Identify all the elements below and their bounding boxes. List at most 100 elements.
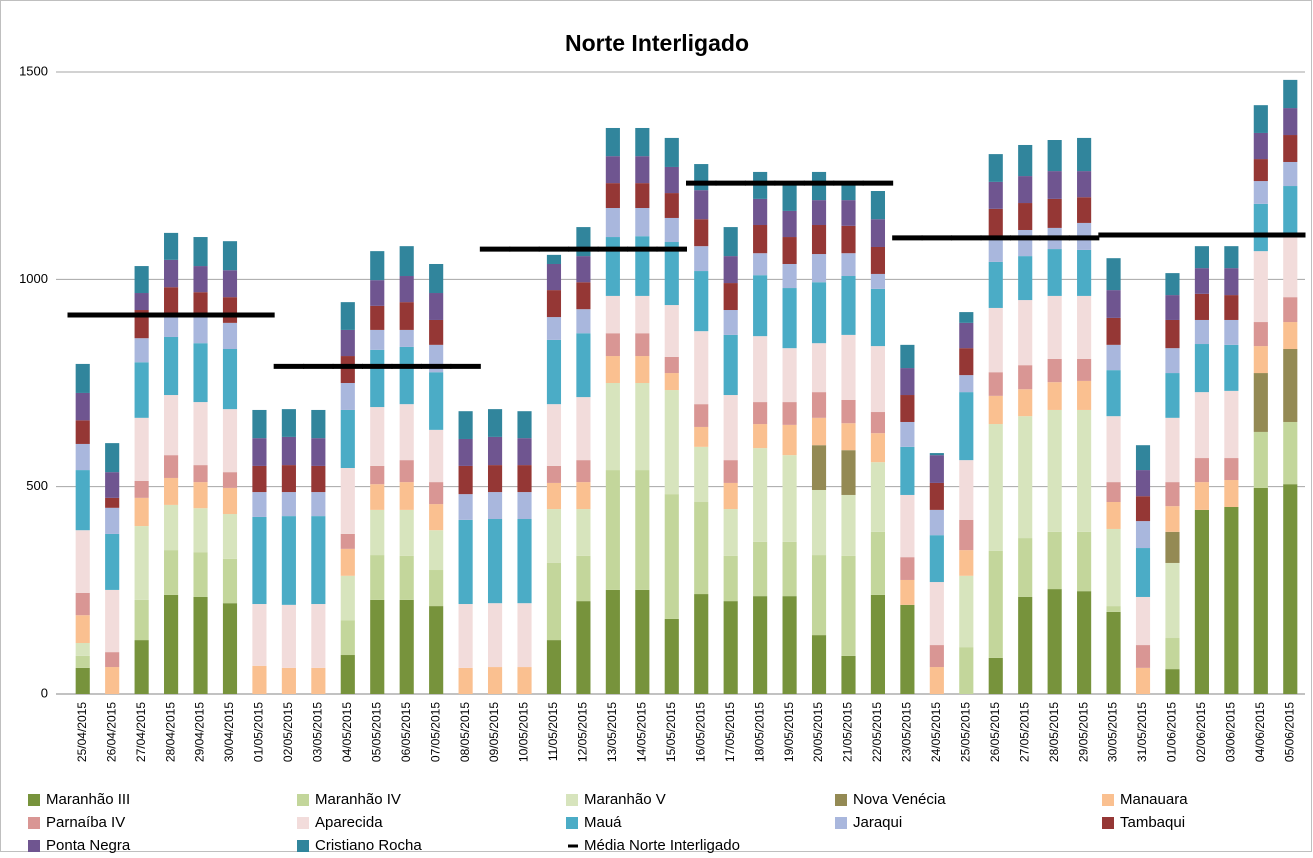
bar-segment: [1135, 645, 1151, 668]
bar-segment: [1106, 528, 1121, 607]
bar-segment: [576, 333, 591, 398]
bar-segment: [1047, 171, 1062, 199]
legend-label: Média Norte Interligado: [584, 837, 740, 853]
bar-segment: [841, 225, 856, 254]
bar-segment: [959, 322, 974, 349]
x-tick-label: 04/05/2015: [340, 702, 354, 762]
bar-segment: [782, 455, 797, 542]
bar-segment: [75, 420, 90, 444]
bar-segment: [1106, 290, 1121, 318]
legend-label: Jaraqui: [853, 814, 902, 831]
bar-segment: [311, 492, 326, 517]
bar-segment: [929, 582, 944, 646]
bar-segment: [252, 665, 267, 694]
bar-segment: [605, 589, 620, 694]
legend-swatch: [28, 817, 40, 829]
bar-segment: [811, 635, 827, 694]
bar-segment: [753, 424, 768, 449]
bar-segment: [753, 596, 768, 694]
bar-segment: [694, 331, 709, 405]
bar-segment: [134, 640, 149, 694]
bar-segment: [487, 519, 503, 604]
bar-segment: [753, 275, 768, 337]
bar-segment: [605, 208, 620, 238]
bar-segment: [811, 282, 827, 344]
bar-segment: [1253, 251, 1268, 323]
x-tick-label: 02/05/2015: [281, 702, 295, 762]
bar-segment: [1047, 589, 1062, 694]
x-tick-label: 25/05/2015: [958, 702, 972, 762]
bar-segment: [458, 494, 473, 520]
bar-segment: [1194, 319, 1209, 345]
x-tick-label: 09/05/2015: [487, 702, 501, 762]
bar-segment: [988, 307, 1003, 373]
bar-segment: [753, 336, 768, 403]
bar-segment: [193, 508, 208, 553]
bar-segment: [340, 533, 355, 549]
x-tick-label: 07/05/2015: [428, 702, 442, 762]
bar-segment: [870, 412, 886, 434]
bar-segment: [134, 526, 149, 600]
bar-segment: [782, 348, 797, 403]
bar-segment: [546, 404, 562, 466]
bar-segment: [1018, 365, 1033, 390]
bar-segment: [1018, 389, 1033, 417]
x-tick-label: 17/05/2015: [723, 702, 737, 762]
bar-segment: [1135, 596, 1151, 646]
bar-segment: [429, 319, 444, 345]
bar-segment: [546, 317, 562, 340]
bar-segment: [1283, 186, 1298, 237]
bar-segment: [1047, 198, 1062, 228]
bar-segment: [1253, 346, 1268, 374]
bar-segment: [429, 429, 444, 483]
axes: 0 500 1000 1500 25/04/2015 26/04/2015 27/04/20…: [19, 63, 1296, 762]
bar-segment: [753, 402, 768, 425]
bar-segment: [1253, 105, 1268, 133]
bar-segment: [1077, 409, 1092, 532]
bar-segment: [723, 310, 738, 335]
bar-segment: [576, 460, 591, 483]
bar-segment: [1224, 480, 1239, 507]
bar-segment: [929, 509, 944, 536]
bar-segment: [370, 329, 385, 350]
bar-segment: [193, 292, 208, 316]
bar-segment: [193, 465, 208, 483]
bar-segment: [1077, 380, 1092, 410]
bar-segment: [753, 448, 768, 542]
legend-label: Ponta Negra: [46, 837, 131, 853]
bar-segment: [311, 667, 326, 694]
bar-segment: [1224, 268, 1239, 296]
bar-segment: [694, 502, 709, 595]
bar-segment: [694, 190, 709, 220]
bar-segment: [487, 436, 503, 466]
bar-segment: [1194, 458, 1209, 483]
bar-segment: [164, 259, 179, 288]
bar-segment: [870, 246, 886, 274]
bar-segment: [664, 373, 679, 391]
bar-segment: [694, 426, 709, 447]
bar-segment: [1018, 203, 1033, 230]
legend-label: Manauara: [1120, 791, 1188, 808]
bar-segment: [252, 516, 267, 605]
bar-segment: [900, 446, 915, 495]
bar-segment: [782, 263, 797, 289]
bar-segment: [222, 514, 238, 559]
bar-segment: [340, 655, 355, 694]
x-tick-label: 22/05/2015: [870, 702, 884, 762]
x-tick-label: 01/05/2015: [252, 702, 266, 762]
bar-segment: [900, 494, 915, 558]
bar-segment: [1106, 317, 1121, 345]
x-tick-label: 03/05/2015: [311, 702, 325, 762]
bar-segment: [1165, 348, 1180, 374]
bar-segment: [370, 599, 385, 694]
bar-segment: [900, 344, 915, 369]
bar-segment: [193, 552, 208, 597]
bar-segment: [605, 237, 620, 296]
bar-segment: [164, 455, 179, 478]
bar-segment: [164, 232, 179, 260]
x-tick-label: 24/05/2015: [929, 702, 943, 762]
bar-segment: [635, 295, 650, 334]
chart-title: Norte Interligado: [565, 30, 749, 56]
